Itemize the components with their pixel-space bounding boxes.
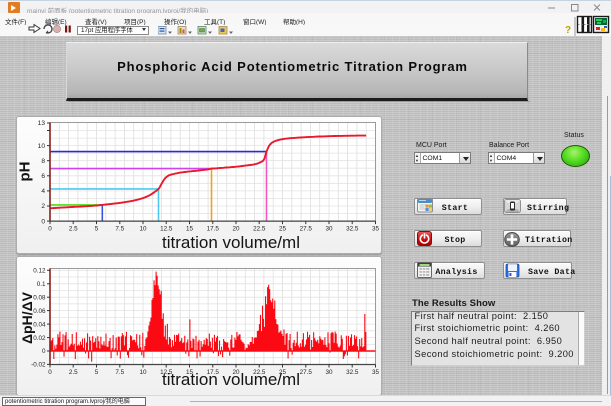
svg-text:5: 5 — [94, 225, 98, 232]
svg-text:20: 20 — [232, 225, 240, 232]
svg-text:5: 5 — [94, 369, 98, 376]
svg-text:6: 6 — [41, 173, 45, 180]
svg-text:4: 4 — [41, 188, 45, 195]
svg-text:35: 35 — [371, 369, 379, 376]
svg-text:27.5: 27.5 — [299, 369, 312, 376]
svg-text:15: 15 — [185, 225, 193, 232]
svg-text:0: 0 — [48, 369, 52, 376]
svg-text:30: 30 — [325, 225, 333, 232]
svg-text:15: 15 — [185, 369, 193, 376]
svg-text:0.04: 0.04 — [33, 321, 46, 328]
svg-text:30: 30 — [325, 369, 333, 376]
svg-text:2: 2 — [41, 203, 45, 210]
svg-text:22.5: 22.5 — [253, 369, 266, 376]
svg-text:17.5: 17.5 — [206, 225, 219, 232]
svg-text:22.5: 22.5 — [253, 225, 266, 232]
svg-text:10: 10 — [139, 225, 147, 232]
svg-text:17.5: 17.5 — [206, 369, 219, 376]
svg-text:35: 35 — [371, 225, 379, 232]
svg-text:7.5: 7.5 — [115, 369, 124, 376]
svg-text:8: 8 — [41, 157, 45, 164]
svg-text:0.12: 0.12 — [33, 267, 46, 274]
svg-text:0: 0 — [41, 348, 45, 355]
svg-text:25: 25 — [278, 369, 286, 376]
svg-text:12.5: 12.5 — [160, 225, 173, 232]
svg-text:32.5: 32.5 — [346, 225, 359, 232]
svg-text:10: 10 — [139, 369, 147, 376]
svg-text:10: 10 — [37, 142, 45, 149]
svg-text:0.02: 0.02 — [33, 334, 46, 341]
svg-text:25: 25 — [278, 225, 286, 232]
svg-text:0.08: 0.08 — [33, 294, 46, 301]
svg-text:7.5: 7.5 — [115, 225, 124, 232]
svg-text:0: 0 — [41, 218, 45, 225]
svg-text:12.5: 12.5 — [160, 369, 173, 376]
svg-text:0: 0 — [48, 225, 52, 232]
svg-text:0.06: 0.06 — [33, 307, 46, 314]
svg-text:13: 13 — [37, 120, 45, 127]
svg-text:2.5: 2.5 — [68, 225, 77, 232]
svg-text:0.1: 0.1 — [36, 280, 45, 287]
svg-text:27.5: 27.5 — [299, 225, 312, 232]
svg-text:2.5: 2.5 — [68, 369, 77, 376]
svg-text:-0.02: -0.02 — [31, 361, 46, 368]
svg-text:20: 20 — [232, 369, 240, 376]
svg-text:32.5: 32.5 — [346, 369, 359, 376]
